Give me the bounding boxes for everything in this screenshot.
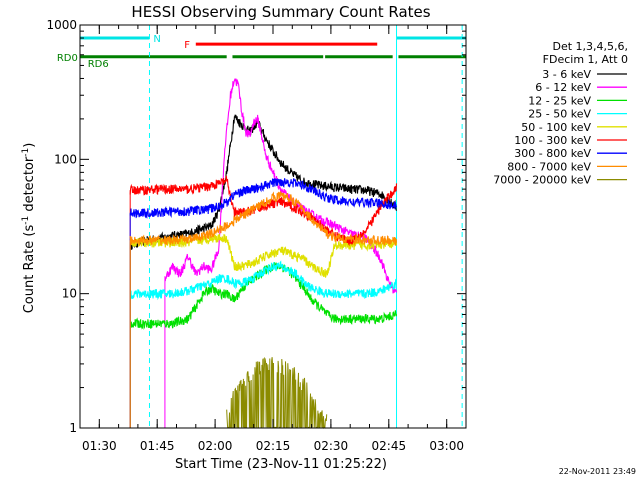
x-tick-label: 01:45 bbox=[140, 439, 175, 453]
x-tick-label: 02:00 bbox=[198, 439, 233, 453]
x-tick-label: 02:15 bbox=[256, 439, 291, 453]
x-tick-label: 02:30 bbox=[314, 439, 349, 453]
series-line bbox=[226, 356, 328, 430]
legend-header-line: FDecim 1, Att 0 bbox=[543, 53, 628, 66]
status-bars: N F RD0 RD6 bbox=[57, 34, 466, 70]
y-label-exponent: -1 bbox=[21, 216, 31, 225]
legend-entry-label: 100 - 300 keV bbox=[514, 134, 591, 147]
legend-entry-label: 7000 - 20000 keV bbox=[493, 174, 591, 187]
status-bar-label: RD0 bbox=[57, 53, 78, 64]
y-tick-label: 100 bbox=[54, 152, 77, 166]
legend-header-line: Det 1,3,4,5,6, bbox=[552, 40, 628, 53]
y-tick-label: 10 bbox=[62, 287, 77, 301]
legend-entry-label: 300 - 800 keV bbox=[514, 147, 591, 160]
legend: Det 1,3,4,5,6, FDecim 1, Att 0 3 - 6 keV… bbox=[493, 40, 628, 187]
status-bar-label: RD6 bbox=[88, 59, 109, 70]
status-bar-label: F bbox=[184, 40, 190, 51]
y-tick-label: 1 bbox=[69, 421, 77, 435]
legend-entry-label: 50 - 100 keV bbox=[521, 121, 591, 134]
y-label-part: detector bbox=[22, 156, 37, 216]
y-label-part: Count Rate (s bbox=[22, 225, 37, 314]
data-series bbox=[129, 78, 398, 430]
legend-entry-label: 800 - 7000 keV bbox=[507, 160, 591, 173]
y-axis-ticks: 1 10 100 1000 bbox=[46, 18, 466, 435]
x-tick-label: 02:45 bbox=[372, 439, 407, 453]
y-axis-label: Count Rate (s-1 detector-1) bbox=[21, 143, 37, 314]
series-line bbox=[129, 260, 398, 301]
series-line bbox=[129, 178, 398, 219]
chart-title: HESSI Observing Summary Count Rates bbox=[131, 3, 430, 21]
legend-entry-label: 25 - 50 keV bbox=[528, 108, 591, 121]
y-label-part: ) bbox=[22, 143, 37, 148]
legend-entry-label: 12 - 25 keV bbox=[528, 94, 591, 107]
series-line bbox=[129, 114, 398, 250]
timestamp: 22-Nov-2011 23:49 bbox=[559, 467, 636, 476]
x-tick-label: 01:30 bbox=[82, 439, 117, 453]
x-axis-label: Start Time (23-Nov-11 01:25:22) bbox=[175, 457, 387, 472]
x-tick-label: 03:00 bbox=[429, 439, 464, 453]
legend-entry-label: 3 - 6 keV bbox=[542, 68, 591, 81]
y-label-exponent: -1 bbox=[21, 148, 31, 157]
y-tick-label: 1000 bbox=[46, 18, 77, 32]
status-bar-label: N bbox=[153, 34, 160, 45]
legend-entry-label: 6 - 12 keV bbox=[535, 81, 591, 94]
x-axis-ticks: 01:30 01:45 02:00 02:15 02:30 02:45 03:00 bbox=[79, 25, 467, 453]
series-line bbox=[129, 191, 398, 247]
